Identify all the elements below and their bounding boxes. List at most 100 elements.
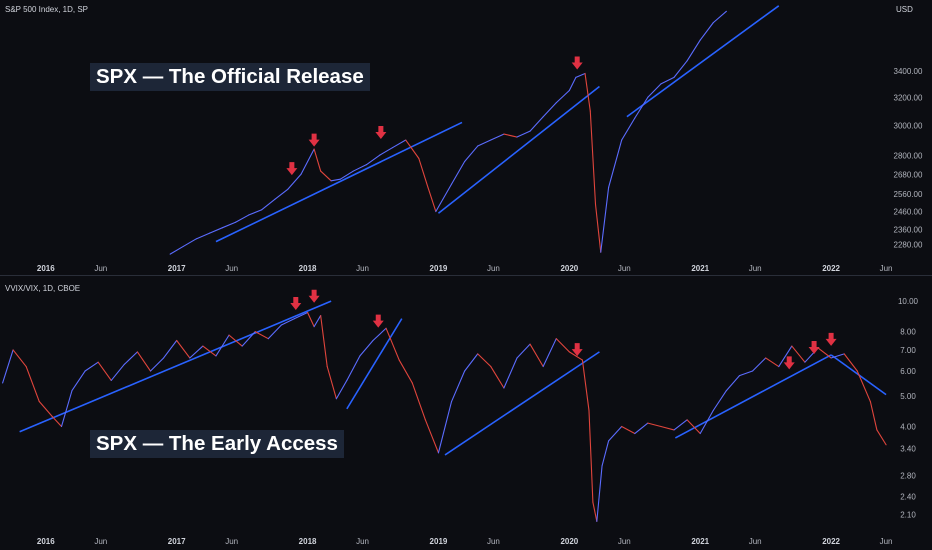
vvix-x-tick-2: 2017 — [168, 537, 186, 546]
spx-series-segment-43 — [673, 60, 688, 78]
spx-series-segment-35 — [589, 110, 597, 206]
spx-x-tick-5: Jun — [356, 264, 369, 273]
vvix-series-segment-5 — [60, 390, 73, 428]
vvix-series-segment-45 — [555, 338, 570, 353]
vvix-vix-pane: 10.00 8.00 7.00 6.00 5.00 4.00 3.40 2.80 2.40 2.1… — [2, 289, 919, 546]
vvix-trend-line-0[interactable] — [19, 300, 332, 433]
vvix-down-arrow-marker-6[interactable] — [825, 332, 837, 346]
currency-label: USD — [896, 5, 913, 14]
vvix-series-segment-52 — [608, 425, 623, 442]
spx-series-segment-16 — [365, 154, 381, 166]
vvix-series-segment-73 — [876, 429, 887, 446]
vvix-series-segment-61 — [725, 375, 741, 392]
vvix-series-segment-43 — [529, 343, 544, 368]
vvix-x-tick-3: Jun — [225, 537, 238, 546]
vvix-series-segment-7 — [84, 361, 99, 372]
vvix-series-segment-33 — [398, 359, 413, 384]
vvix-y-tick-4: 5.00 — [900, 392, 916, 401]
spx-symbol-label[interactable]: S&P 500 Index, 1D, SP — [5, 5, 89, 14]
spx-trend-line-0[interactable] — [215, 121, 463, 243]
vvix-trend-line-2[interactable] — [444, 351, 600, 456]
vvix-series-segment-39 — [477, 353, 492, 368]
vvix-series-segment-15 — [189, 345, 204, 359]
vvix-series-segment-9 — [110, 363, 125, 382]
vvix-series-segment-70 — [843, 353, 858, 372]
vvix-series-segment-23 — [293, 311, 309, 320]
spx-series-segment-31 — [555, 89, 570, 104]
spx-series-segment-22 — [435, 183, 453, 213]
spx-series-segment-30 — [542, 102, 557, 118]
spx-series-segment-20 — [418, 157, 429, 189]
spx-y-tick-2: 3000.00 — [894, 121, 923, 130]
spx-series-segment-19 — [405, 139, 420, 159]
vvix-series-segment-1 — [12, 349, 27, 368]
vvix-series-segment-14 — [176, 339, 191, 359]
vvix-series-segment-50 — [596, 465, 603, 522]
spx-series-segment-42 — [660, 76, 675, 85]
spx-x-tick-0: 2016 — [37, 264, 55, 273]
vvix-series-segment-57 — [673, 419, 688, 431]
spx-series-segment-15 — [352, 164, 368, 172]
spx-series-segment-32 — [568, 76, 577, 92]
vvix-series-segment-54 — [634, 422, 649, 435]
vvix-series-segment-69 — [830, 353, 845, 359]
spx-series-segment-41 — [647, 83, 662, 98]
spx-down-arrow-marker-0[interactable] — [286, 162, 298, 176]
spx-down-arrow-marker-3[interactable] — [571, 56, 583, 70]
vvix-x-tick-8: 2020 — [560, 537, 578, 546]
spx-x-tick-12: 2022 — [822, 264, 840, 273]
vvix-series-segment-42 — [516, 343, 531, 359]
vvix-y-tick-1: 8.00 — [900, 328, 916, 337]
spx-pane: 3400.00 3200.00 3000.00 2800.00 2680.00 2560.… — [37, 5, 923, 273]
vvix-down-arrow-marker-0[interactable] — [290, 297, 302, 311]
spx-x-tick-8: 2020 — [560, 264, 578, 273]
vvix-symbol-label[interactable]: VVIX/VIX, 1D, CBOE — [5, 284, 81, 293]
vvix-series-segment-64 — [765, 357, 780, 368]
vvix-x-tick-0: 2016 — [37, 537, 55, 546]
spx-trend-line-2[interactable] — [626, 5, 780, 118]
vvix-y-tick-5: 4.00 — [900, 422, 916, 431]
vvix-x-tick-10: 2021 — [691, 537, 709, 546]
vvix-down-arrow-marker-4[interactable] — [783, 356, 795, 370]
vvix-series-segment-13 — [163, 339, 178, 359]
vvix-series-segment-41 — [503, 357, 518, 389]
vvix-y-tick-3: 6.00 — [900, 367, 916, 376]
vvix-down-arrow-marker-1[interactable] — [308, 289, 320, 303]
spx-series-segment-24 — [464, 145, 479, 163]
spx-down-arrow-marker-1[interactable] — [308, 133, 320, 147]
spx-down-arrow-marker-2[interactable] — [375, 126, 387, 140]
spx-trend-line-1[interactable] — [437, 85, 600, 214]
spx-series-segment-10 — [300, 148, 315, 175]
spx-x-tick-2: 2017 — [168, 264, 186, 273]
vvix-x-tick-6: 2019 — [430, 537, 448, 546]
vvix-x-tick-1: Jun — [94, 537, 107, 546]
spx-series-segment-39 — [621, 117, 636, 141]
spx-series-segment-11 — [313, 148, 322, 172]
vvix-x-tick-13: Jun — [880, 537, 893, 546]
vvix-series-segment-53 — [621, 425, 636, 435]
vvix-series-segment-55 — [647, 422, 662, 428]
vvix-trend-line-1[interactable] — [346, 318, 403, 410]
vvix-series-segment-65 — [778, 345, 793, 368]
vvix-series-segment-2 — [25, 365, 40, 403]
spx-series-segment-36 — [594, 203, 602, 253]
vvix-series-segment-37 — [450, 370, 466, 403]
spx-y-tick-6: 2460.00 — [894, 207, 923, 216]
spx-x-tick-11: Jun — [749, 264, 762, 273]
spx-series-segment-12 — [320, 170, 332, 182]
spx-series-segment-23 — [450, 160, 466, 185]
vvix-down-arrow-marker-5[interactable] — [808, 340, 820, 354]
vvix-series-segment-71 — [856, 370, 871, 403]
vvix-series-segment-0 — [2, 349, 14, 384]
vvix-down-arrow-marker-2[interactable] — [372, 314, 384, 328]
spx-x-tick-9: Jun — [618, 264, 631, 273]
vvix-down-arrow-marker-3[interactable] — [571, 343, 583, 357]
vvix-trend-line-3[interactable] — [674, 354, 832, 439]
vvix-series-segment-62 — [738, 370, 754, 377]
spx-series-segment-8 — [274, 188, 289, 200]
vvix-series-segment-49 — [592, 501, 598, 522]
spx-y-tick-7: 2360.00 — [894, 226, 923, 235]
vvix-series-segment-30 — [359, 339, 374, 357]
vvix-y-tick-8: 2.40 — [900, 492, 916, 501]
